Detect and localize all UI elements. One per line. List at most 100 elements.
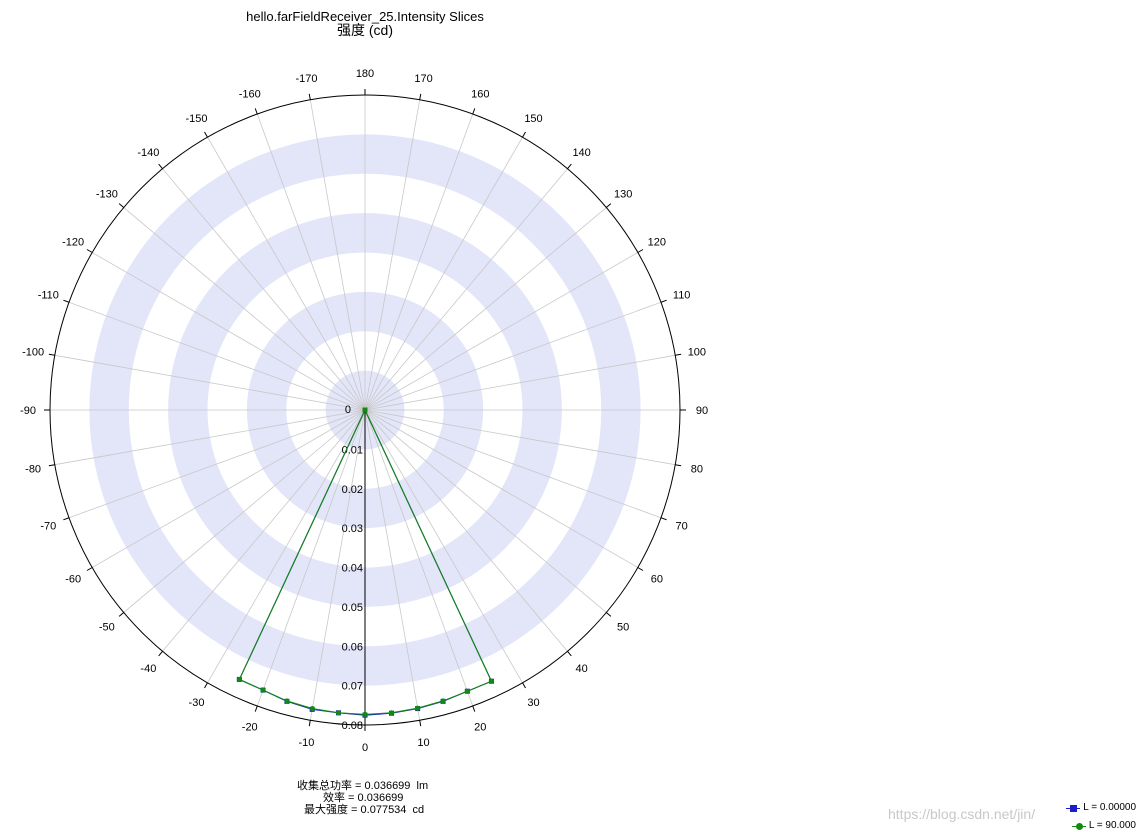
data-point — [440, 698, 446, 704]
angle-label: 180 — [356, 68, 374, 80]
angle-tick — [63, 299, 70, 303]
stat-total-power: 收集总功率 = 0.036699 lm — [297, 780, 429, 792]
angle-tick — [567, 163, 572, 170]
grid-spoke — [364, 354, 676, 411]
grid-spoke — [256, 409, 366, 707]
angle-tick — [605, 203, 612, 208]
angle-tick — [158, 650, 163, 657]
angle-tick — [63, 517, 70, 521]
data-point — [414, 705, 421, 711]
angle-label: -90 — [20, 405, 36, 417]
grid-spoke — [364, 137, 523, 411]
legend-item-l0: L = 0.00000 — [1066, 802, 1136, 814]
grid-spoke — [309, 409, 366, 721]
grid-spoke — [364, 207, 607, 411]
grid-spoke — [123, 207, 366, 411]
angle-tick — [158, 163, 163, 170]
grid-spoke — [92, 252, 366, 411]
grid-spoke — [68, 409, 366, 519]
grid-spoke — [364, 252, 638, 411]
shaded-band — [246, 291, 484, 529]
data-point — [309, 705, 315, 712]
angle-label: 160 — [471, 88, 489, 100]
grid-spoke — [207, 409, 366, 683]
angle-tick — [419, 93, 422, 100]
data-point — [388, 710, 395, 716]
grid-spoke — [364, 99, 421, 411]
radial-label: 0.07 — [342, 681, 363, 693]
angle-label: -120 — [62, 237, 84, 249]
data-point — [260, 687, 266, 693]
grid-spoke — [364, 409, 523, 683]
angle-label: 70 — [676, 520, 688, 532]
angle-tick — [254, 108, 258, 115]
radial-label: 0.04 — [342, 563, 363, 575]
angle-tick — [308, 720, 311, 727]
angle-tick — [637, 567, 644, 571]
data-point — [488, 678, 495, 684]
data-point — [236, 676, 242, 683]
grid-spoke — [364, 301, 662, 411]
chart-subtitle: 强度 (cd) — [337, 22, 393, 38]
angle-tick — [660, 299, 667, 303]
angle-label: -30 — [189, 697, 205, 709]
angle-label: -80 — [25, 464, 41, 476]
legend-label: L = 0.00000 — [1083, 802, 1136, 813]
grid-spoke — [364, 409, 474, 707]
angle-tick — [254, 705, 258, 712]
angle-tick — [48, 464, 55, 467]
grid-spoke — [54, 354, 366, 411]
legend-item-l90: L = 90.000 — [1071, 820, 1136, 832]
grid-spoke — [256, 113, 366, 411]
angle-label: 40 — [575, 663, 587, 675]
angle-label: -70 — [40, 520, 56, 532]
grid-spoke — [364, 409, 676, 466]
angle-tick — [472, 705, 476, 712]
angle-label: -20 — [242, 722, 258, 734]
grid-spoke — [207, 137, 366, 411]
angle-label: 170 — [414, 73, 432, 85]
legend-label: L = 90.000 — [1088, 820, 1136, 831]
angle-label: 50 — [617, 622, 629, 634]
grid-spoke — [162, 168, 366, 411]
angle-label: 130 — [614, 188, 632, 200]
angle-label: -150 — [185, 113, 207, 125]
angle-tick — [204, 682, 208, 689]
radial-label: 0.01 — [342, 444, 363, 456]
grid-spoke — [123, 409, 366, 613]
angle-tick — [48, 353, 55, 356]
stat-efficiency: 效率 = 0.036699 — [323, 792, 404, 804]
legend-marker-circle-icon — [1071, 822, 1086, 831]
angle-label: 120 — [648, 237, 666, 249]
radial-label: 0.05 — [342, 602, 363, 614]
radial-label: 0 — [345, 404, 351, 416]
data-point — [362, 711, 368, 717]
grid-spoke — [364, 409, 662, 519]
angle-label: 110 — [673, 290, 691, 302]
watermark-text: https://blog.csdn.net/jin/ — [888, 806, 1036, 822]
angle-label: 140 — [572, 147, 590, 159]
angle-tick — [118, 203, 125, 208]
radial-label: 0.03 — [342, 523, 363, 535]
stat-max-intensity: 最大强度 = 0.077534 cd — [304, 804, 425, 816]
angle-label: -160 — [239, 88, 261, 100]
grid-spoke — [364, 409, 638, 568]
grid-spoke — [364, 409, 421, 721]
angle-tick — [675, 353, 682, 356]
grid-spoke — [364, 168, 568, 411]
angle-label: -100 — [22, 346, 44, 358]
angle-label: 30 — [527, 697, 539, 709]
grid-spoke — [364, 113, 474, 411]
angle-label: 100 — [688, 346, 706, 358]
angle-tick — [567, 650, 572, 657]
grid-spoke — [68, 301, 366, 411]
grid-spoke — [54, 409, 366, 466]
grid-spoke — [92, 409, 366, 568]
angle-label: -130 — [96, 188, 118, 200]
data-point — [335, 710, 342, 716]
angle-tick — [118, 612, 125, 617]
angle-label: -50 — [99, 622, 115, 634]
data-point — [464, 688, 470, 694]
angle-label: -10 — [299, 737, 315, 749]
